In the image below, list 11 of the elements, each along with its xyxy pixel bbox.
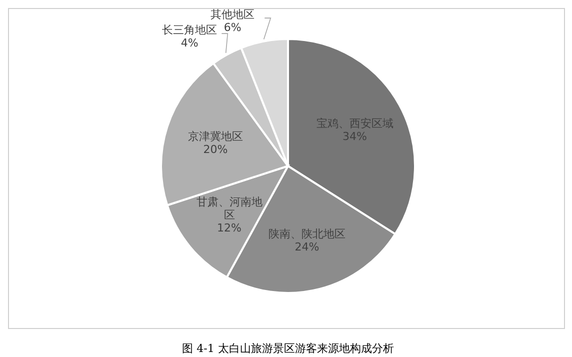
slice-label: 陕南、陕北地区 — [268, 227, 346, 240]
data-label: 12% — [217, 222, 242, 235]
caption: 图 4-1 太白山旅游景区游客来源地构成分析 — [182, 342, 394, 355]
data-label: 6% — [224, 21, 242, 34]
slice-label: 甘肃、河南地区 — [196, 196, 262, 222]
slice-label: 京津冀地区 — [188, 130, 244, 143]
slice-label: 长三角地区 — [162, 24, 218, 37]
data-label: 24% — [294, 240, 320, 254]
data-label: 20% — [203, 142, 228, 156]
data-label: 4% — [180, 36, 198, 50]
slice-label: 其他地区 — [210, 8, 255, 22]
